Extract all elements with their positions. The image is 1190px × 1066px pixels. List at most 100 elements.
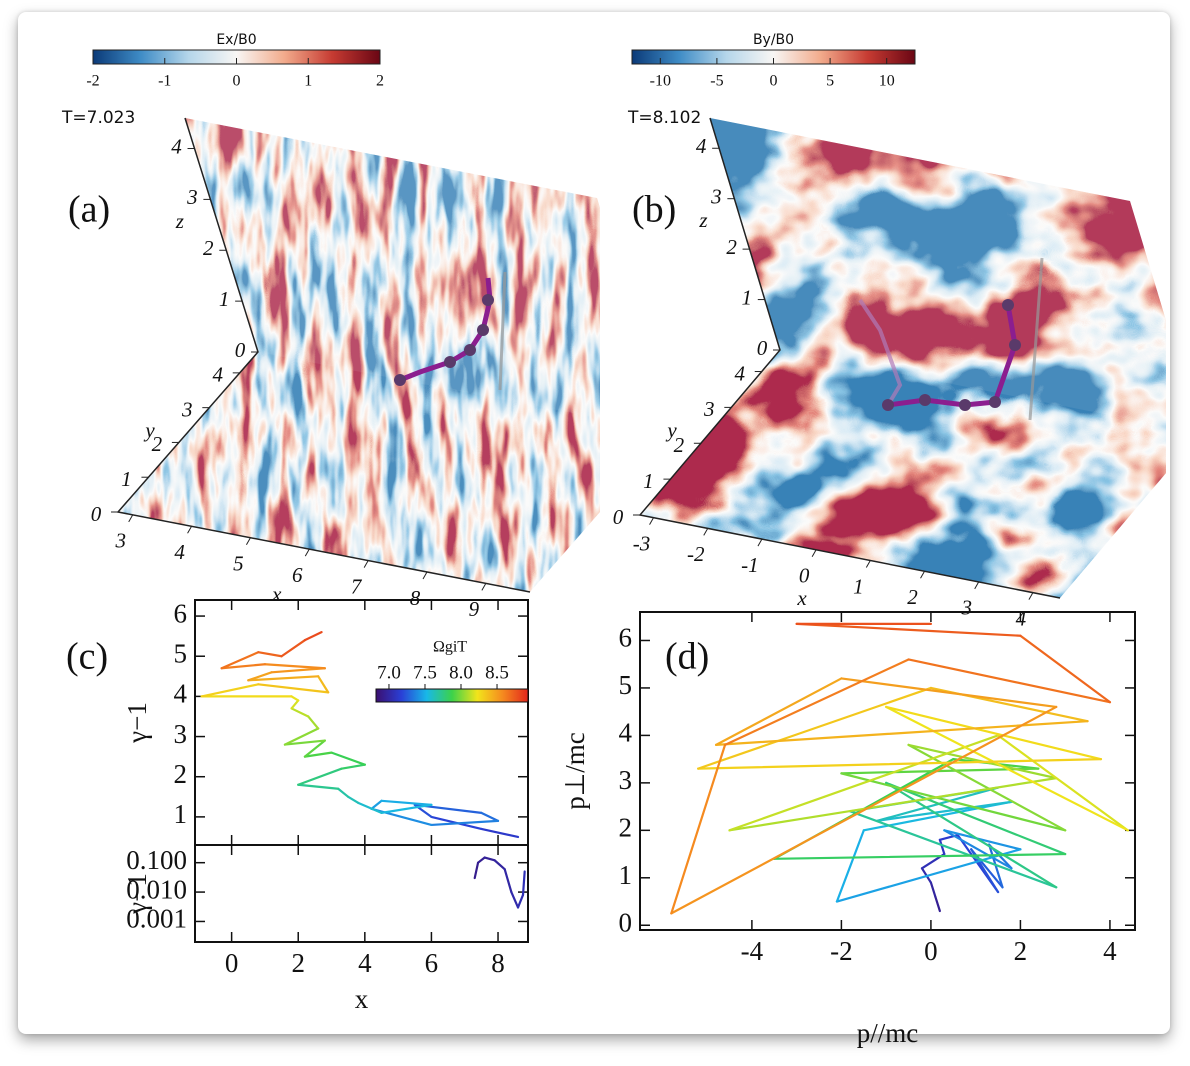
- trajectory-segment: [885, 705, 1103, 761]
- y-axis-label: p⊥/mc: [560, 732, 590, 810]
- y-tick-label: 1: [643, 469, 654, 493]
- trajectory-segment: [670, 743, 727, 915]
- trajectory-segment: [697, 758, 1103, 770]
- y-tick-label: 2: [174, 759, 188, 789]
- trajectory-segment: [290, 707, 310, 718]
- y-tick-label: 5: [174, 638, 188, 668]
- track: [887, 304, 1018, 408]
- trajectory-segment: [876, 800, 1013, 822]
- wall-shade: [710, 118, 1166, 433]
- trajectory-segment: [247, 671, 273, 682]
- trajectory-segment: [297, 767, 343, 786]
- trajectory-segment: [1019, 634, 1112, 704]
- x-tick-label: 0: [225, 948, 239, 978]
- trajectory-segment: [503, 868, 513, 894]
- trajectory-segment: [380, 799, 433, 806]
- trajectory-segment: [430, 819, 500, 827]
- track-bead: [1002, 299, 1014, 311]
- trajectory-segment: [370, 807, 433, 827]
- colorbar-tick-label: 8.0: [449, 662, 473, 683]
- trajectory-segment: [840, 677, 1058, 709]
- x-axis-label: x: [271, 582, 282, 606]
- x-tick-label: 9: [469, 597, 480, 621]
- x-tick-label: 0: [924, 936, 938, 966]
- x-tick-label: 2: [291, 948, 305, 978]
- z-axis-label: z: [698, 208, 707, 232]
- track-bead: [444, 356, 456, 368]
- x-tick-label: 8: [491, 948, 505, 978]
- panel-label: (d): [665, 636, 709, 678]
- track-bead: [959, 399, 971, 411]
- track-bead: [989, 396, 1001, 408]
- trajectory-segment: [283, 727, 320, 746]
- trajectory-segment: [835, 848, 1022, 903]
- trajectory-segment: [723, 658, 910, 746]
- y-tick-label: 4: [174, 679, 188, 709]
- colorbar-tick-label: 7.5: [413, 662, 437, 683]
- track-bead: [882, 399, 894, 411]
- colorbar-tick-label: 1: [304, 73, 312, 90]
- colorbar-tick-label: 5: [826, 73, 834, 90]
- x-tick: [703, 528, 709, 536]
- x-tick-label: 2: [907, 585, 918, 609]
- trajectory-segment: [480, 811, 500, 823]
- y-tick-label: 3: [619, 765, 633, 795]
- y-tick-label: 0.001: [126, 904, 187, 934]
- track-bead: [464, 344, 476, 356]
- trajectory-segment: [907, 658, 1112, 704]
- x-tick-label: -2: [687, 542, 705, 566]
- trajectory-segment: [714, 720, 1089, 746]
- plot-frame: [194, 844, 529, 943]
- y-tick-label: 1: [619, 860, 633, 890]
- colorbar-tick-label: -5: [710, 73, 723, 90]
- trajectory-segment: [283, 739, 326, 746]
- trajectory-segment: [247, 675, 320, 682]
- trajectory-segment: [270, 667, 326, 674]
- y-tick-label: 1: [174, 799, 188, 829]
- z-tick-label: 4: [696, 134, 707, 158]
- trajectory-segment: [200, 683, 260, 698]
- panel-label: (a): [68, 189, 110, 231]
- x-tick-label: -1: [741, 553, 759, 577]
- x-tick-label: 1: [853, 574, 864, 598]
- y-tick-label: 5: [619, 670, 633, 700]
- plot-frame: [194, 599, 529, 846]
- z-tick-label: 3: [186, 185, 198, 209]
- z-axis-label: z: [175, 209, 184, 233]
- trajectory-segment: [510, 890, 520, 909]
- trajectory-segment: [347, 795, 360, 804]
- trajectory-segment: [885, 781, 1067, 856]
- trajectory-segment: [849, 810, 1058, 889]
- panel-label: (b): [632, 189, 676, 231]
- x-tick-label: 5: [233, 552, 244, 576]
- y-tick-label: 6: [174, 598, 188, 628]
- trajectory-segment: [380, 803, 433, 814]
- trajectory-segment: [337, 787, 350, 798]
- colorbar: [375, 688, 529, 703]
- y-tick-label: 4: [212, 363, 223, 387]
- trajectory-segment: [370, 799, 383, 810]
- x-tick: [649, 517, 654, 525]
- x-tick-label: -2: [830, 936, 853, 966]
- track-bead: [919, 394, 931, 406]
- x-tick: [422, 571, 428, 580]
- trajectory-segment: [907, 743, 1067, 832]
- trajectory-segment: [220, 651, 260, 670]
- z-tick-label: 0: [235, 338, 246, 362]
- trajectory-segment: [697, 686, 933, 770]
- time-label: T=8.102: [627, 108, 701, 128]
- trajectory-segment: [835, 829, 865, 903]
- colorbar-tick-label: -1: [158, 73, 171, 90]
- colorbar-label: By/B0: [753, 32, 794, 48]
- x-tick: [187, 526, 193, 534]
- trajectory-segment: [885, 705, 1129, 832]
- trajectory-segment: [290, 699, 300, 710]
- x-tick-label: 2: [1014, 936, 1028, 966]
- y-tick-label: 2: [674, 433, 685, 457]
- colorbar-tick-label: 0: [770, 73, 778, 90]
- y-axis-label: γ−1: [122, 702, 152, 744]
- colorbar-tick-label: 8.5: [485, 662, 509, 683]
- x-tick-label: 3: [960, 596, 972, 620]
- trajectory-segment: [943, 829, 1022, 851]
- trajectory-segment: [303, 751, 333, 758]
